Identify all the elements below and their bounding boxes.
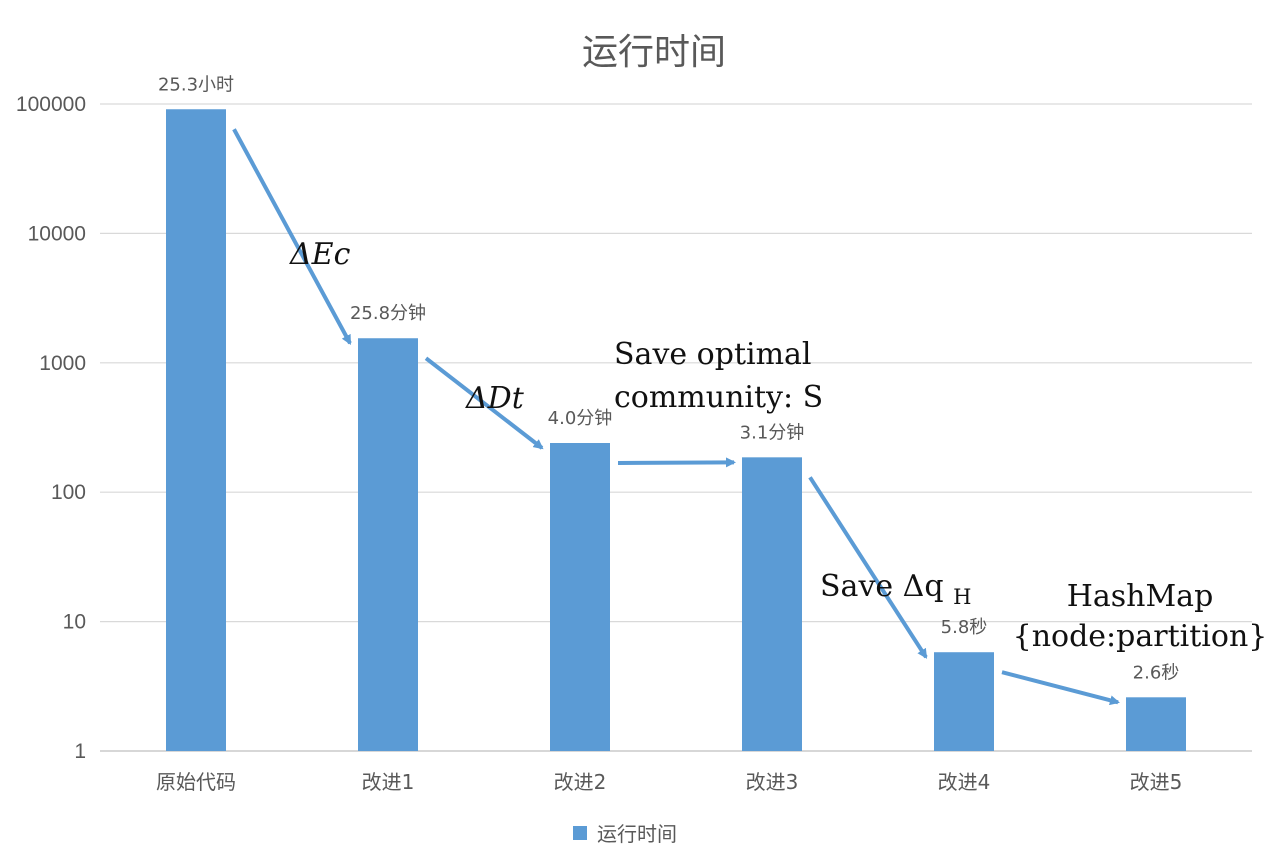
annotation-save-delta-q: Save Δq H bbox=[820, 569, 971, 609]
chart-title: 运行时间 bbox=[582, 32, 726, 73]
legend-label: 运行时间 bbox=[597, 822, 677, 846]
x-category-label: 改进3 bbox=[746, 770, 799, 794]
annotation-save-delta-q-main: Save Δq bbox=[820, 569, 944, 604]
annotation-save-delta-q-subscript: H bbox=[953, 585, 971, 609]
x-category-label: 改进4 bbox=[938, 770, 991, 794]
data-label: 5.8秒 bbox=[941, 617, 988, 638]
annotation-hashmap-line1: HashMap bbox=[1067, 579, 1214, 614]
arrow bbox=[808, 476, 928, 659]
data-label: 3.1分钟 bbox=[740, 422, 805, 443]
annotation-delta-ec: ΔEc bbox=[289, 237, 351, 272]
annotations: ΔEc ΔDt Save optimal community: S Save Δ… bbox=[289, 237, 1267, 654]
x-category-label: 改进5 bbox=[1130, 770, 1183, 794]
bar bbox=[1126, 697, 1186, 751]
data-label: 4.0分钟 bbox=[548, 408, 613, 429]
bar bbox=[742, 457, 802, 751]
legend-swatch bbox=[573, 826, 587, 840]
bars bbox=[166, 109, 1186, 751]
bar bbox=[934, 652, 994, 751]
x-category-label: 改进2 bbox=[554, 770, 607, 794]
arrow bbox=[1001, 670, 1120, 706]
data-labels: 25.3小时 25.8分钟 4.0分钟 3.1分钟 5.8秒 2.6秒 bbox=[158, 74, 1179, 683]
annotation-hashmap-line2: {node:partition} bbox=[1013, 619, 1268, 654]
bar bbox=[358, 338, 418, 751]
bar bbox=[166, 109, 226, 751]
legend: 运行时间 bbox=[573, 822, 677, 846]
annotation-save-optimal-line1: Save optimal bbox=[614, 337, 812, 372]
y-tick-label: 10000 bbox=[28, 222, 86, 245]
annotation-save-optimal-line2: community: S bbox=[614, 380, 823, 415]
data-label: 25.3小时 bbox=[158, 74, 234, 95]
data-label: 2.6秒 bbox=[1133, 662, 1180, 683]
bar bbox=[550, 443, 610, 751]
x-category-label: 改进1 bbox=[362, 770, 415, 794]
category-labels: 原始代码 改进1 改进2 改进3 改进4 改进5 bbox=[156, 770, 1182, 794]
y-tick-label: 10 bbox=[63, 611, 86, 634]
y-tick-label: 100 bbox=[51, 481, 86, 504]
x-category-label: 原始代码 bbox=[156, 770, 236, 794]
data-label: 25.8分钟 bbox=[350, 303, 426, 324]
arrows bbox=[232, 128, 1120, 706]
y-axis-tick-labels: 1 10 100 1000 10000 100000 bbox=[16, 93, 86, 763]
y-tick-label: 100000 bbox=[16, 93, 86, 116]
annotation-delta-dt: ΔDt bbox=[465, 381, 525, 416]
arrow bbox=[232, 128, 352, 346]
y-tick-label: 1000 bbox=[39, 352, 86, 375]
y-tick-label: 1 bbox=[74, 740, 86, 763]
arrow bbox=[424, 356, 544, 450]
arrow bbox=[617, 457, 736, 468]
